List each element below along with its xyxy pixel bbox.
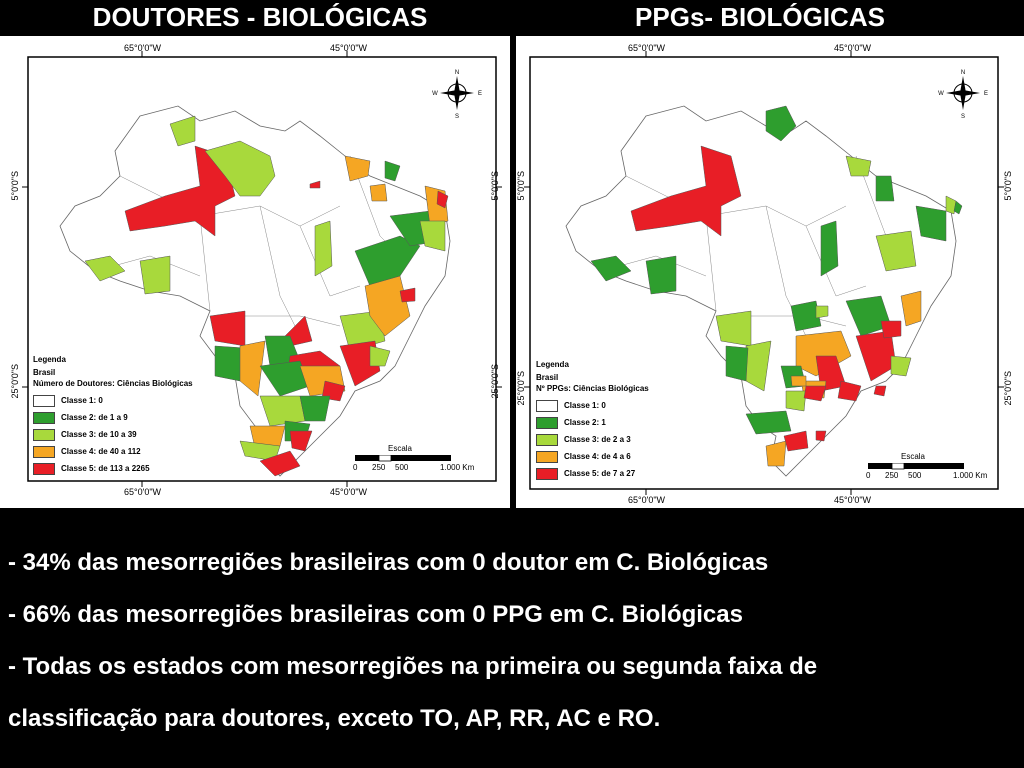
lon-label-bottom-1: 65°0'0"W	[124, 487, 162, 497]
lat-label-right-2: 25°0'0"S	[1003, 371, 1013, 406]
lon-label-bottom-1: 65°0'0"W	[628, 495, 666, 505]
svg-text:N: N	[961, 70, 965, 76]
left-map-title: DOUTORES - BIOLÓGICAS	[92, 2, 428, 32]
ppgs-legend: Legenda Brasil Nº PPGs: Ciências Biológi…	[536, 359, 649, 482]
legend-row: Classe 3: de 2 a 3	[536, 431, 649, 448]
bullet-text: - 34% das mesorregiões brasileiras com 0…	[8, 549, 769, 576]
legend-variable: Nº PPGs: Ciências Biológicas	[536, 384, 649, 393]
legend-row: Classe 3: de 10 a 39	[33, 426, 193, 443]
doctors-regions	[84, 115, 449, 477]
bullet-text: - 66% das mesorregiões brasileiras com 0…	[8, 601, 743, 628]
lat-label-2: 25°0'0"S	[10, 364, 20, 399]
legend-sub: Brasil	[536, 373, 559, 382]
ppgs-regions	[590, 105, 963, 467]
svg-text:S: S	[455, 114, 459, 118]
lat-label-right-1: 5°0'0"S	[490, 171, 500, 201]
svg-text:S: S	[961, 114, 965, 118]
svg-text:N: N	[455, 70, 459, 76]
lat-label-right-2: 25°0'0"S	[490, 364, 500, 399]
lon-label-bottom-2: 45°0'0"W	[330, 487, 368, 497]
legend-sub: Brasil	[33, 368, 56, 377]
svg-text:E: E	[984, 91, 988, 97]
lon-label-bottom-2: 45°0'0"W	[834, 495, 872, 505]
svg-text:E: E	[478, 91, 482, 97]
legend-row: Classe 2: 1	[536, 414, 649, 431]
lon-label-2: 45°0'0"W	[330, 43, 368, 53]
legend-row: Classe 4: de 40 a 112	[33, 443, 193, 460]
doctors-map	[22, 51, 502, 487]
legend-row: Classe 1: 0	[536, 397, 649, 414]
map-frame	[529, 56, 999, 490]
doctors-map-panel: 65°0'0"W 45°0'0"W 65°0'0"W 45°0'0"W 5°0'…	[0, 36, 510, 508]
scale-bar: Escala 0 250 500 1.000 Km	[353, 444, 475, 472]
ppgs-map-panel: 65°0'0"W 45°0'0"W 65°0'0"W 45°0'0"W 5°0'…	[516, 36, 1024, 508]
legend-row: Classe 5: de 113 a 2265	[33, 460, 193, 477]
compass-rose-icon: N S E W	[432, 70, 482, 118]
right-map-title: PPGs- BIOLÓGICAS	[635, 2, 885, 32]
lat-label-right-1: 5°0'0"S	[1003, 171, 1013, 201]
lon-label-1: 65°0'0"W	[628, 43, 666, 53]
legend-row: Classe 1: 0	[33, 392, 193, 409]
lat-label-2: 25°0'0"S	[516, 371, 526, 406]
legend-row: Classe 4: de 4 a 6	[536, 448, 649, 465]
svg-text:W: W	[432, 91, 438, 97]
legend-row: Classe 5: de 7 a 27	[536, 465, 649, 482]
doctors-legend: Legenda Brasil Número de Doutores: Ciênc…	[33, 354, 193, 477]
bullet-text: - Todas os estados com mesorregiões na p…	[8, 653, 818, 680]
compass-rose-icon: N S E W	[938, 70, 988, 118]
legend-row: Classe 2: de 1 a 9	[33, 409, 193, 426]
legend-heading: Legenda	[536, 360, 569, 369]
map-frame	[27, 56, 497, 482]
bullet-text: classificação para doutores, exceto TO, …	[8, 705, 661, 732]
summary-bullets: - 34% das mesorregiões brasileiras com 0…	[8, 540, 1018, 748]
lat-label-1: 5°0'0"S	[10, 171, 20, 201]
legend-variable: Número de Doutores: Ciências Biológicas	[33, 379, 193, 388]
scale-bar: Escala 0 250 500 1.000 Km	[866, 452, 988, 480]
lon-label-2: 45°0'0"W	[834, 43, 872, 53]
legend-heading: Legenda	[33, 355, 66, 364]
lat-label-1: 5°0'0"S	[516, 171, 526, 201]
lon-label-1: 65°0'0"W	[124, 43, 162, 53]
ppgs-map	[524, 51, 1004, 495]
svg-text:W: W	[938, 91, 944, 97]
